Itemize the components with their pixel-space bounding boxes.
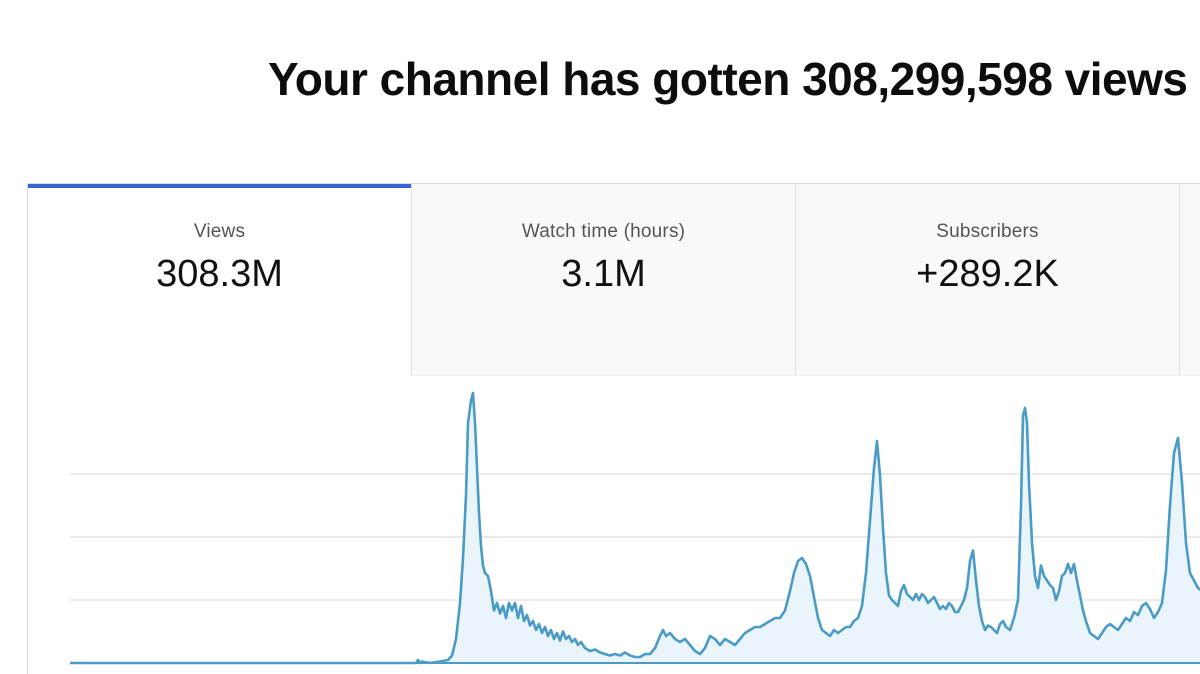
tab-watch-time-value: 3.1M bbox=[561, 253, 646, 295]
page-title: Your channel has gotten 308,299,598 view… bbox=[268, 53, 1188, 105]
tab-watch-time[interactable]: Watch time (hours) 3.1M bbox=[411, 184, 795, 376]
tab-views-label: Views bbox=[193, 221, 246, 242]
tab-subscribers-value: +289.2K bbox=[916, 253, 1059, 295]
tab-subscribers[interactable]: Subscribers +289.2K bbox=[795, 184, 1179, 376]
series-area bbox=[70, 393, 1200, 663]
tab-views[interactable]: Views 308.3M bbox=[28, 184, 411, 376]
tab-more[interactable] bbox=[1179, 184, 1200, 376]
tab-watch-time-label: Watch time (hours) bbox=[521, 221, 686, 242]
tab-subscribers-label: Subscribers bbox=[936, 221, 1039, 242]
analytics-card: Views 308.3M Watch time (hours) 3.1M Sub… bbox=[27, 183, 1200, 674]
tab-views-value: 308.3M bbox=[156, 253, 283, 295]
series-line bbox=[70, 391, 1200, 665]
